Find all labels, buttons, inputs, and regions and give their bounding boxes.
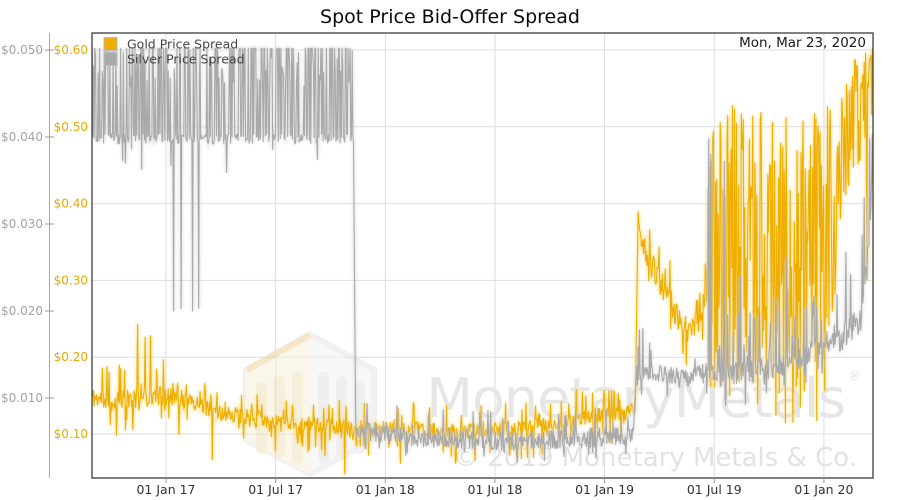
series-lines <box>92 44 873 475</box>
x-axis-label: 01 Jan 19 <box>575 482 634 497</box>
gold-axis-label: $0.60 <box>54 43 88 57</box>
axes: $0.050 $0.040 $0.030 $0.020 $0.010 $0.60 $0.50… <box>1 33 853 497</box>
silver-axis-label: $0.030 <box>1 217 43 231</box>
legend-label-silver: Silver Price Spread <box>127 52 245 67</box>
x-axis-label: 01 Jul 19 <box>687 482 742 497</box>
x-axis-label: 01 Jan 20 <box>794 482 853 497</box>
series-line-silver <box>92 47 873 463</box>
x-axis-label: 01 Jan 18 <box>356 482 415 497</box>
silver-axis-label: $0.020 <box>1 304 43 318</box>
watermark-registered-mark: ® <box>848 369 861 384</box>
gold-axis-label: $0.20 <box>54 350 88 364</box>
gold-axis-label: $0.30 <box>54 273 88 287</box>
legend-swatch-gold <box>103 37 118 51</box>
gold-axis-label: $0.50 <box>54 120 88 134</box>
legend-swatch-silver <box>103 52 118 66</box>
current-date-label: Mon, Mar 23, 2020 <box>739 35 866 51</box>
gold-axis-label: $0.40 <box>54 197 88 211</box>
chart-title: Spot Price Bid-Offer Spread <box>320 6 580 28</box>
legend-label-gold: Gold Price Spread <box>127 37 238 52</box>
silver-axis-label: $0.040 <box>1 130 43 144</box>
gold-axis-label: $0.10 <box>54 427 88 441</box>
x-axis-label: 01 Jul 18 <box>468 482 523 497</box>
plot-border <box>91 32 874 479</box>
x-axis-label: 01 Jul 17 <box>248 482 303 497</box>
legend: Gold Price Spread Silver Price Spread <box>103 37 245 67</box>
silver-axis-label: $0.050 <box>1 43 43 57</box>
silver-axis-label: $0.010 <box>1 391 43 405</box>
x-axis-label: 01 Jan 17 <box>136 482 195 497</box>
